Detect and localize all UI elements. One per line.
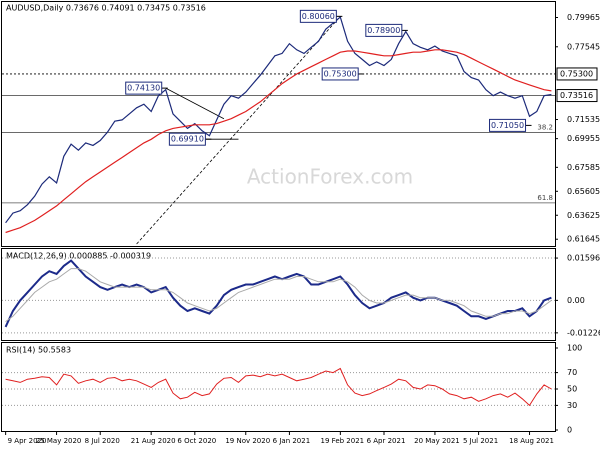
y-tick-label: 100	[567, 344, 582, 353]
value-box	[556, 67, 598, 81]
watermark: ActionForex.com	[247, 165, 413, 189]
panel-title: RSI(14) 50.5583	[6, 346, 71, 355]
annotation-label: 0.80060	[302, 12, 335, 21]
value-box-label: 0.75300	[560, 69, 593, 78]
x-tick-label: 6 Jan 2021	[273, 437, 311, 445]
x-tick-label: 19 Nov 2020	[225, 437, 270, 445]
y-tick-label: 0.71535	[567, 115, 600, 124]
x-tick-label: 25 May 2020	[36, 437, 82, 445]
x-tick-label: 6 Oct 2020	[177, 437, 216, 445]
series-line	[5, 268, 552, 323]
annotation-label: 0.74130	[127, 84, 160, 93]
y-tick-label: 0	[567, 426, 572, 435]
x-tick-label: 21 Aug 2020	[131, 437, 176, 445]
price-panel-frame	[1, 1, 556, 247]
series-line	[4, 259, 552, 328]
x-tick-label: 6 Apr 2021	[367, 437, 406, 445]
series-line	[5, 49, 552, 234]
level-label: 61.8	[537, 194, 553, 202]
annotation-label: 0.78900	[367, 26, 400, 35]
x-tick-label: 9 Apr 2020	[8, 437, 47, 445]
annotation-box	[365, 23, 403, 37]
x-tick-label: 19 Feb 2021	[321, 437, 365, 445]
level-label: 38.2	[537, 123, 553, 131]
annotation-label: 0.69910	[171, 135, 204, 144]
y-tick-label: 0.69955	[567, 134, 600, 143]
trendline	[165, 87, 225, 120]
rsi-panel-frame	[1, 342, 556, 432]
y-tick-label: 50	[567, 385, 577, 394]
annotation-box	[125, 81, 163, 95]
y-tick-label: 70	[567, 368, 577, 377]
y-tick-label: 30	[567, 401, 577, 410]
y-tick-label: 0.61645	[567, 235, 600, 244]
annotation-label: 0.71050	[491, 121, 524, 130]
x-tick-label: 20 May 2021	[414, 437, 460, 445]
x-tick-label: 8 Jul 2020	[85, 437, 120, 445]
y-tick-label: 0.77545	[567, 42, 600, 51]
x-tick-label: 18 Aug 2021	[509, 437, 554, 445]
y-tick-label: 0.65605	[567, 187, 600, 196]
y-tick-label: 0.015968	[567, 254, 600, 263]
y-tick-label: 0.67585	[567, 163, 600, 172]
panel-title: AUDUSD,Daily 0.73676 0.74091 0.73475 0.7…	[6, 4, 206, 13]
value-box-label: 0.73516	[560, 91, 593, 100]
annotation-box	[489, 118, 527, 132]
x-tick-label: 5 Jul 2021	[463, 437, 498, 445]
annotation-label: 0.75300	[324, 69, 357, 78]
trendline	[136, 16, 341, 245]
y-tick-label: 0.00	[567, 296, 585, 305]
annotation-box	[321, 67, 359, 81]
y-tick-label: 0.79965	[567, 13, 600, 22]
annotation-box	[168, 132, 206, 146]
y-tick-label: -0.01226	[567, 328, 600, 337]
y-tick-label: 0.63625	[567, 211, 600, 220]
series-line	[5, 367, 552, 407]
panel-title: MACD(12,26,9) 0.000885 -0.000319	[6, 252, 151, 261]
value-box	[556, 89, 598, 103]
series-line	[5, 16, 552, 224]
annotation-box	[299, 9, 337, 23]
macd-panel-frame	[1, 248, 556, 341]
